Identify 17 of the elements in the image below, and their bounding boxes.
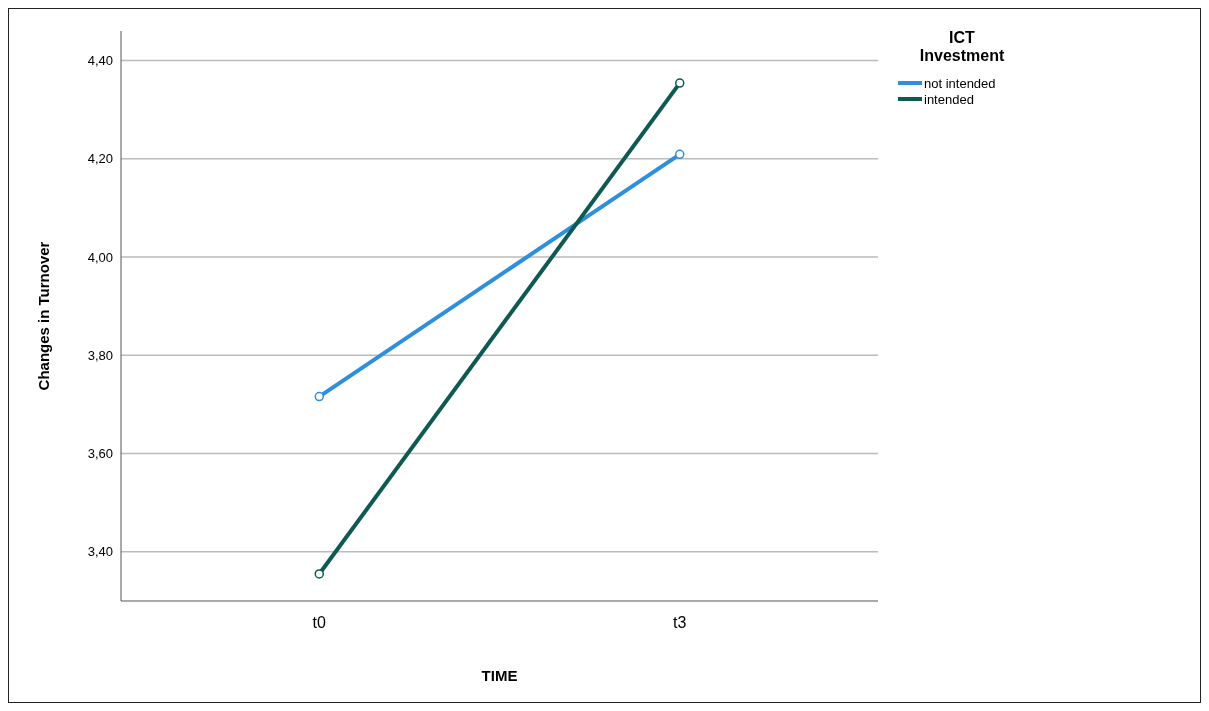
x-tick-label: t0 xyxy=(312,614,327,631)
y-tick-label: 3,40 xyxy=(87,544,113,560)
y-tick-label: 4,40 xyxy=(87,53,113,69)
point xyxy=(314,569,325,579)
y-tick-label: 4,20 xyxy=(87,151,113,167)
y-axis-title: Changes in Turnover xyxy=(35,241,52,391)
point xyxy=(314,391,325,402)
y-tick-label: 3,60 xyxy=(87,446,113,462)
point xyxy=(674,149,685,160)
x-axis-title: TIME xyxy=(481,667,518,684)
legend-label: not intended xyxy=(924,75,996,91)
point xyxy=(674,78,685,88)
y-tick-label: 4,00 xyxy=(87,249,113,265)
x-tick-label: t3 xyxy=(673,614,687,631)
y-tick-label: 3,80 xyxy=(87,347,113,363)
legend-label: intended xyxy=(924,91,974,107)
legend-title: ICT Investment xyxy=(919,29,1005,64)
